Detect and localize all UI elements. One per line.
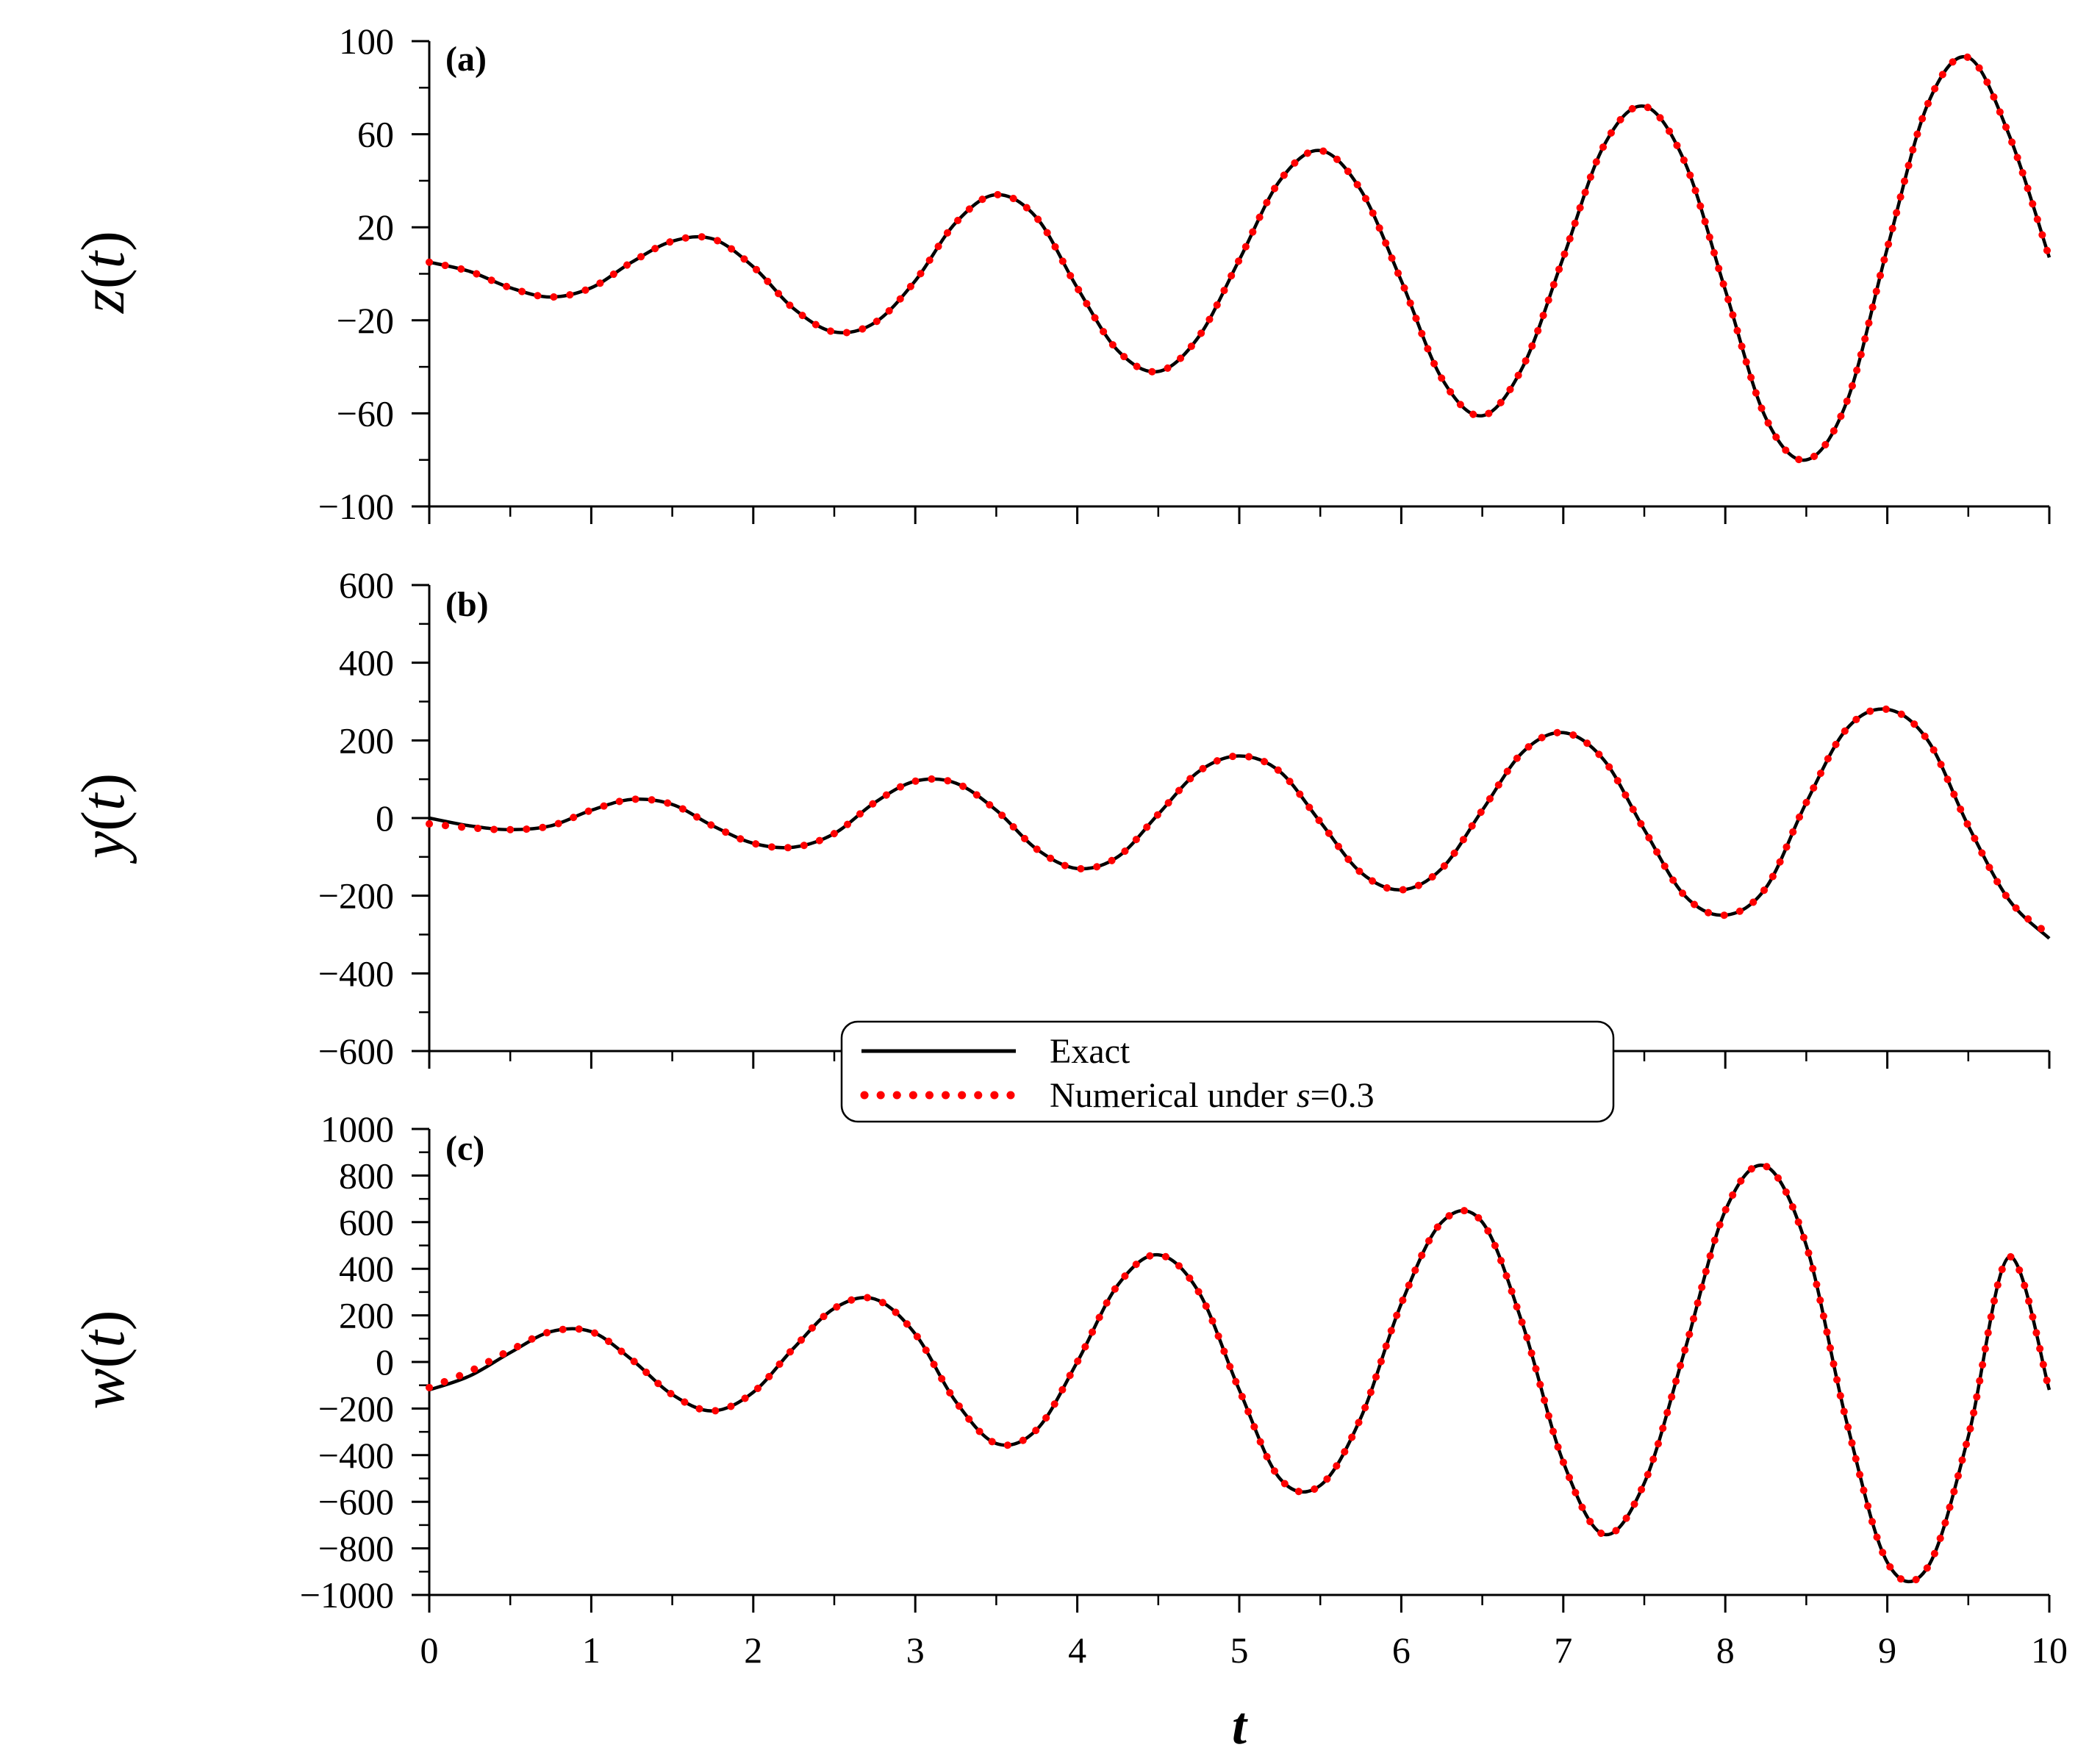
panel-b-y-tick-label: −400: [318, 953, 394, 994]
panel-a-y-tick-label: −20: [337, 300, 394, 341]
panel-c-y-tick-label: 400: [339, 1248, 394, 1289]
panel-c-exact-series-line: [429, 1164, 2052, 1584]
panel-c-x-tick-label: 1: [582, 1629, 601, 1671]
panel-c-y-tick-label: 600: [339, 1202, 394, 1243]
panel-a-y-tick-label: 60: [357, 114, 394, 155]
panel-b-y-axis-label: y(t): [69, 773, 137, 865]
panel-c-numerical-series-line: [426, 1161, 2053, 1585]
panel-a: (a) z(t) 100 60 20 −20 −60 −100: [69, 21, 2053, 527]
legend: Exact Numerical under s=0.3: [840, 1020, 1615, 1123]
panel-a-y-tick-label: 100: [339, 21, 394, 62]
panel-c-x-tick-label: 5: [1230, 1629, 1249, 1671]
panel-c-y-tick-label: −1000: [300, 1574, 394, 1616]
panel-b-y-tick-label: −600: [318, 1030, 394, 1072]
panel-c-x-tick-label: 6: [1392, 1629, 1411, 1671]
panel-c-x-tick-label: 0: [420, 1629, 439, 1671]
panel-c-label: (c): [445, 1129, 484, 1168]
panel-b-y-tick-label: −200: [318, 875, 394, 917]
panel-c-y-tick-label: −200: [318, 1388, 394, 1429]
panel-b: (b) y(t) 600 400 200 0 −200 −400 −600: [69, 564, 2053, 1072]
panel-c-x-tick-label: 4: [1068, 1629, 1086, 1671]
panel-a-y-tick-label: 20: [357, 207, 394, 248]
panel-c-y-tick-label: 800: [339, 1155, 394, 1196]
panel-b-y-tick-label: 400: [339, 642, 394, 684]
panel-c-y-tick-label: −400: [318, 1435, 394, 1476]
panel-a-y-axis-label: z(t): [69, 231, 137, 314]
panel-c-x-tick-label: 10: [2031, 1629, 2068, 1671]
panel-a-label: (a): [445, 40, 487, 79]
legend-numerical-label: Numerical under s=0.3: [1050, 1076, 1375, 1115]
panel-b-label: (b): [445, 585, 489, 624]
panel-c-x-tick-label: 3: [906, 1629, 925, 1671]
panel-b-y-tick-label: 200: [339, 720, 394, 761]
panel-c-y-tick-label: 1000: [320, 1108, 394, 1150]
panel-c-x-tick-label: 7: [1554, 1629, 1572, 1671]
panel-b-numerical-series-line: [426, 705, 2053, 939]
panel-c-y-axis-label: w(t): [69, 1310, 137, 1409]
x-axis-label: t: [1232, 1696, 1248, 1755]
panel-c-y-tick-label: −800: [318, 1528, 394, 1569]
panel-c-x-tick-label: 2: [744, 1629, 762, 1671]
panel-a-y-tick-label: −60: [337, 392, 394, 434]
panel-c-y-tick-label: 0: [376, 1341, 394, 1383]
panel-c-y-tick-label: −600: [318, 1481, 394, 1522]
panel-b-y-tick-label: 600: [339, 564, 394, 606]
panel-a-numerical-series-line: [426, 53, 2053, 465]
panel-c-x-tick-label: 9: [1878, 1629, 1896, 1671]
panel-b-exact-series-line: [429, 707, 2051, 940]
panel-c: (c) w(t) t 1000 800 600 400 200 0 −200 −400 −600…: [69, 1108, 2068, 1755]
panel-a-y-tick-label: −100: [318, 486, 394, 527]
panel-c-y-tick-label: 200: [339, 1295, 394, 1336]
panel-c-x-tick-label: 8: [1716, 1629, 1735, 1671]
panel-b-y-tick-label: 0: [376, 797, 394, 839]
legend-exact-label: Exact: [1050, 1032, 1131, 1071]
legend-box: [840, 1020, 1615, 1123]
